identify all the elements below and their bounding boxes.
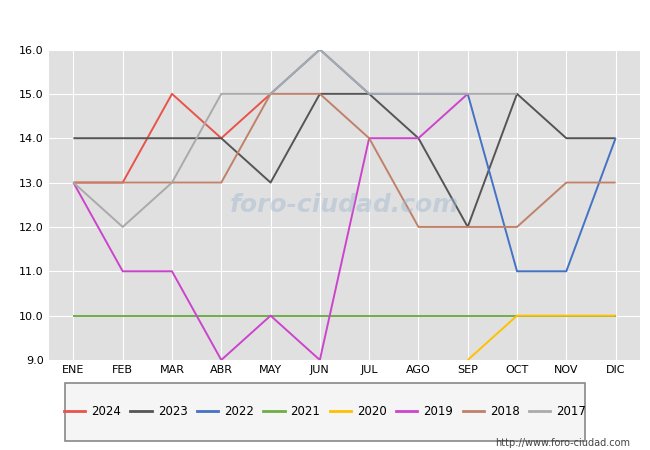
FancyBboxPatch shape [65, 382, 585, 441]
Text: Afiliados en Villardiegua de la Ribera a 31/5/2024: Afiliados en Villardiegua de la Ribera a… [120, 10, 530, 28]
Text: foro-ciudad.com: foro-ciudad.com [230, 193, 459, 217]
Legend: 2024, 2023, 2022, 2021, 2020, 2019, 2018, 2017: 2024, 2023, 2022, 2021, 2020, 2019, 2018… [59, 400, 591, 423]
Text: http://www.foro-ciudad.com: http://www.foro-ciudad.com [495, 438, 630, 448]
